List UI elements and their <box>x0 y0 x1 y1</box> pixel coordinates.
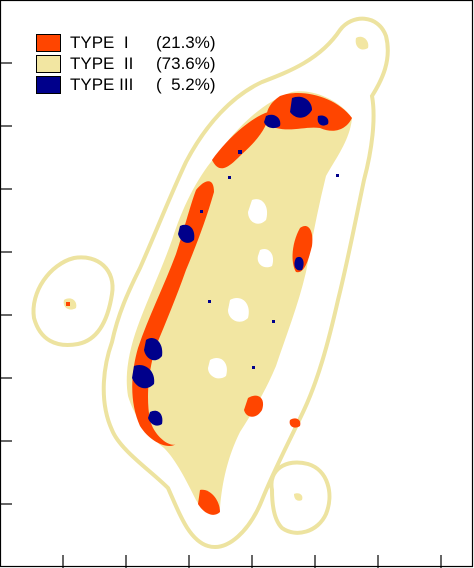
southeast-buffer-outline <box>269 460 332 535</box>
type-iii-clusters <box>132 96 339 426</box>
left-axis-ticks <box>0 62 12 505</box>
legend-label: TYPE II <box>70 53 134 73</box>
type-i-northwest <box>212 112 269 169</box>
bottom-axis-ticks <box>62 555 442 568</box>
legend-percent: ( 5.2%) <box>156 74 216 94</box>
interior-gaps <box>208 199 274 379</box>
coastal-buffer-outline <box>101 16 390 549</box>
type-i-west-coast <box>132 181 214 446</box>
legend-percent: (73.6%) <box>156 53 216 73</box>
legend-label: TYPE I <box>70 32 129 52</box>
legend-swatch-type-iii <box>36 75 61 94</box>
legend-swatch-type-ii <box>36 54 61 73</box>
legend-entry-type-i: TYPE I (21.3%) <box>36 32 216 53</box>
legend-entry-type-ii: TYPE II (73.6%) <box>36 53 216 74</box>
type-i-south-tip <box>198 489 220 515</box>
west-buffer-outline <box>31 255 115 347</box>
legend-entry-type-iii: TYPE III ( 5.2%) <box>36 74 216 95</box>
legend-swatch-type-i <box>36 33 61 52</box>
offshore-islands <box>63 36 369 501</box>
legend-label: TYPE III <box>70 74 134 94</box>
map-legend: TYPE I (21.3%) TYPE II (73.6%) TYPE III … <box>36 32 216 95</box>
type-i-southeast <box>244 395 264 417</box>
legend-percent: (21.3%) <box>156 32 216 52</box>
